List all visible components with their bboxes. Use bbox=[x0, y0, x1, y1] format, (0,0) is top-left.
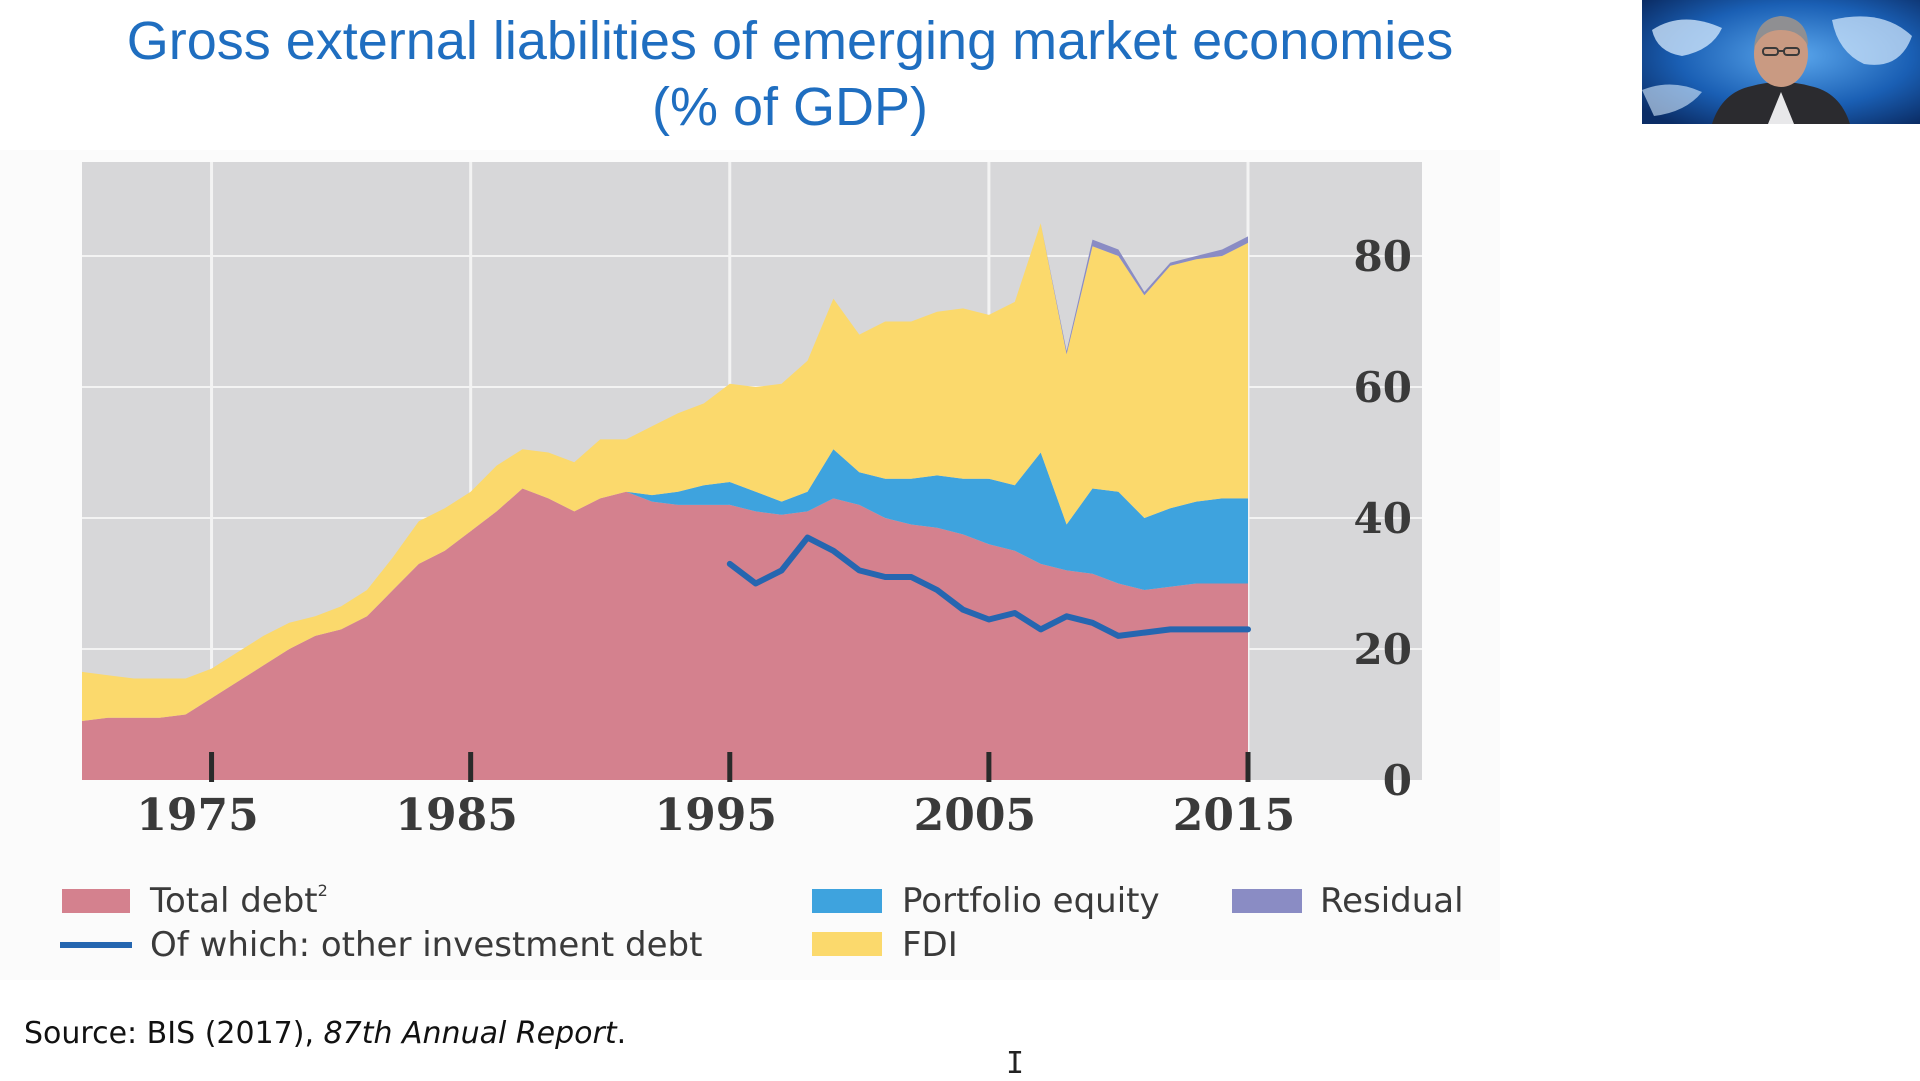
chart-legend: Total debt2 Of which: other investment d… bbox=[60, 881, 1464, 965]
y-tick-label: 80 bbox=[1354, 232, 1412, 281]
area-total-debt bbox=[82, 488, 1248, 780]
legend-swatch-other-investment-debt bbox=[60, 942, 132, 948]
legend-label-residual: Residual bbox=[1320, 881, 1464, 921]
legend-swatch-residual bbox=[1232, 889, 1302, 913]
legend-label-other-investment-debt: Of which: other investment debt bbox=[150, 925, 702, 965]
source-suffix: . bbox=[616, 1016, 627, 1051]
slide-title-line-2: (% of GDP) bbox=[651, 77, 929, 137]
stacked-areas bbox=[82, 223, 1248, 780]
other-investment-debt-line-layer bbox=[726, 534, 1251, 639]
line-other-investment-debt bbox=[726, 534, 1251, 639]
source-prefix: Source: BIS (2017), bbox=[24, 1016, 324, 1051]
legend-swatch-total-debt bbox=[62, 889, 130, 913]
area-portfolio-equity bbox=[82, 449, 1248, 721]
area-fdi bbox=[82, 223, 1248, 722]
legend-label-portfolio-equity: Portfolio equity bbox=[902, 881, 1160, 921]
liabilities-area-chart: 0 20 40 60 80 1975 1985 1995 2005 2015 Total debt… bbox=[60, 162, 1464, 965]
legend-label-fdi: FDI bbox=[902, 925, 958, 965]
axis-ticks: 0 20 40 60 80 1975 1985 1995 2005 2015 bbox=[136, 232, 1412, 841]
text-cursor-icon: I bbox=[1006, 1046, 1025, 1081]
x-tick-label: 2005 bbox=[914, 790, 1036, 841]
y-tick-label: 40 bbox=[1354, 494, 1412, 543]
legend-swatch-fdi bbox=[812, 932, 882, 956]
x-tick-label: 2015 bbox=[1173, 790, 1295, 841]
y-tick-label: 20 bbox=[1354, 625, 1412, 674]
slide-title: Gross external liabilities of emerging m… bbox=[0, 8, 1580, 140]
slide-title-line-1: Gross external liabilities of emerging m… bbox=[126, 11, 1454, 71]
legend-label-total-debt: Total debt2 bbox=[149, 881, 328, 921]
presenter-video-tile[interactable] bbox=[1642, 0, 1920, 124]
legend-swatch-portfolio-equity bbox=[812, 889, 882, 913]
x-tick-label: 1995 bbox=[655, 790, 777, 841]
y-tick-label: 60 bbox=[1354, 363, 1412, 412]
y-tick-label: 0 bbox=[1383, 756, 1412, 805]
x-tick-label: 1985 bbox=[395, 790, 517, 841]
presenter-video-frame bbox=[1642, 0, 1920, 124]
source-report-title: 87th Annual Report bbox=[323, 1016, 617, 1051]
source-note: Source: BIS (2017), 87th Annual Report. bbox=[24, 1016, 626, 1051]
x-tick-label: 1975 bbox=[136, 790, 258, 841]
